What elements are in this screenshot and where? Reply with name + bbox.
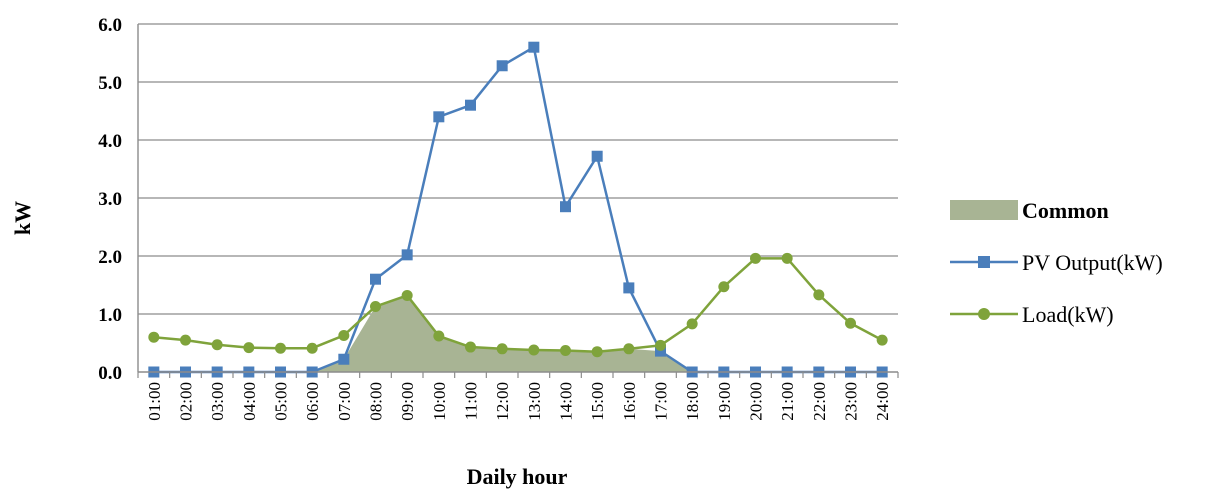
x-tick-label: 16:00 [620, 382, 639, 421]
x-tick-label: 11:00 [462, 382, 481, 420]
data-point-load [528, 344, 540, 356]
legend-swatch-common [950, 200, 1018, 220]
data-point-load [180, 334, 191, 346]
data-point-pv-output [655, 345, 666, 357]
x-tick-label: 07:00 [335, 382, 354, 421]
legend-marker-load [978, 308, 990, 320]
data-point-load [845, 317, 856, 329]
axes [137, 24, 899, 378]
data-point-load [781, 252, 793, 264]
series-line-pv-output [153, 45, 883, 374]
x-tick-label: 08:00 [367, 382, 386, 421]
legend-marker-pv-output [978, 256, 990, 268]
legend-label-common: Common [1022, 198, 1109, 223]
x-tick-label: 19:00 [715, 382, 734, 421]
data-point-load [243, 342, 255, 354]
x-tick-label: 02:00 [177, 382, 196, 421]
data-point-load [813, 289, 825, 301]
x-tick-label: 17:00 [652, 382, 671, 421]
y-tick-label: 3.0 [98, 189, 122, 210]
legend-label-pv-output: PV Output(kW) [1022, 250, 1163, 275]
series-line-load [153, 257, 883, 353]
data-point-load [338, 329, 350, 341]
legend-label-load: Load(kW) [1022, 302, 1114, 327]
data-point-load [591, 346, 603, 358]
x-tick-label: 14:00 [557, 382, 576, 421]
data-point-load [655, 339, 666, 351]
data-point-load [370, 300, 381, 312]
x-tick-label: 03:00 [208, 382, 227, 421]
y-tick-labels: 0.0 1.0 2.0 3.0 4.0 5.0 6.0 [98, 15, 122, 384]
x-tick-label: 22:00 [810, 382, 829, 421]
legend: Common PV Output(kW) Load(kW) [950, 198, 1163, 327]
data-point-pv-output [591, 150, 603, 162]
x-tick-label: 21:00 [778, 382, 797, 421]
data-point-load [275, 342, 286, 354]
x-tick-label: 15:00 [588, 382, 607, 421]
data-point-load [718, 281, 730, 293]
data-point-pv-output [623, 282, 635, 294]
x-tick-label: 04:00 [240, 382, 259, 421]
data-point-pv-output [401, 249, 413, 261]
x-tick-label: 10:00 [430, 382, 449, 421]
x-tick-label: 01:00 [145, 382, 164, 421]
data-point-load [465, 341, 476, 353]
data-point-pv-output [465, 99, 476, 111]
data-point-load [496, 343, 508, 355]
y-tick-label: 4.0 [98, 131, 122, 152]
y-tick-label: 0.0 [98, 363, 122, 384]
x-tick-label: 24:00 [873, 382, 892, 421]
area-layer [153, 295, 883, 372]
area-series-common [153, 295, 883, 372]
data-point-load [433, 330, 445, 342]
y-tick-label: 5.0 [98, 73, 122, 94]
data-point-load [148, 331, 160, 343]
x-tick-label: 06:00 [303, 382, 322, 421]
x-tick-label: 20:00 [747, 382, 766, 421]
x-axis-title: Daily hour [467, 464, 568, 489]
data-point-load [401, 289, 413, 301]
line-layer [148, 41, 888, 378]
data-point-load [876, 334, 888, 346]
data-point-pv-output [370, 273, 381, 285]
data-point-pv-output [528, 41, 540, 53]
x-tick-label: 13:00 [525, 382, 544, 421]
data-point-load [211, 339, 223, 351]
grid-lines [138, 23, 898, 315]
data-point-pv-output [338, 353, 350, 365]
data-point-load [560, 345, 571, 357]
data-point-pv-output [433, 111, 445, 123]
x-tick-label: 12:00 [493, 382, 512, 421]
x-tick-label: 18:00 [683, 382, 702, 421]
x-tick-label: 05:00 [272, 382, 291, 421]
data-point-load [686, 318, 698, 330]
x-tick-label: 09:00 [398, 382, 417, 421]
y-tick-label: 1.0 [98, 305, 122, 326]
data-point-load [306, 342, 318, 354]
data-point-pv-output [560, 201, 571, 213]
x-tick-label: 23:00 [842, 382, 861, 421]
x-tick-labels: 01:00 02:00 03:00 04:00 05:00 06:00 07:00 08:00… [145, 382, 892, 421]
data-point-load [623, 343, 635, 355]
data-point-pv-output [496, 60, 508, 72]
y-axis-title: kW [10, 201, 35, 235]
data-point-load [750, 252, 761, 264]
y-tick-label: 6.0 [98, 15, 122, 36]
y-tick-label: 2.0 [98, 247, 122, 268]
